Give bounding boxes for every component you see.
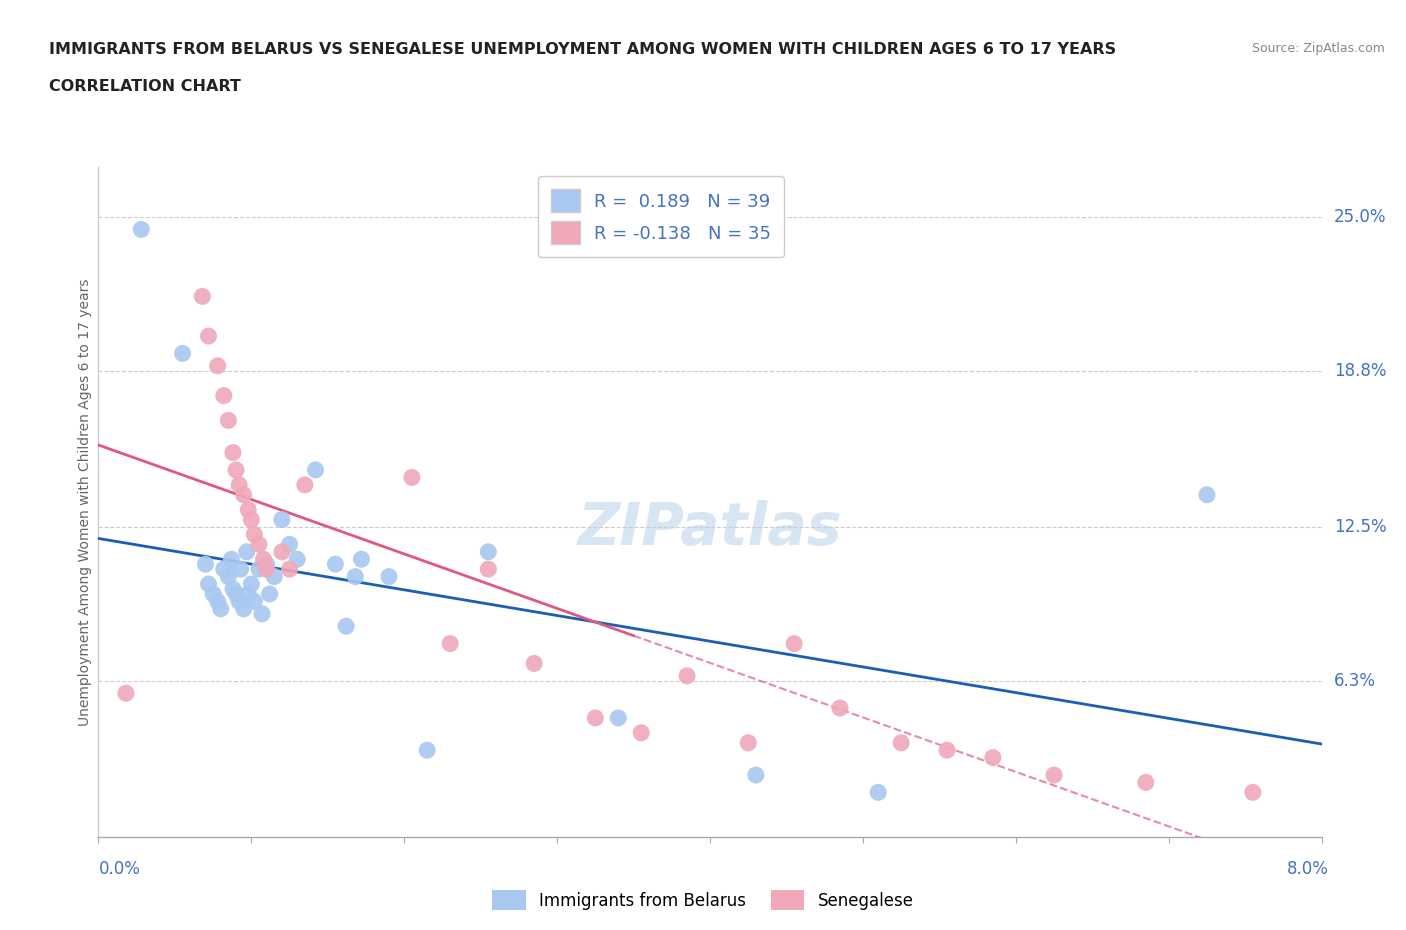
Text: 12.5%: 12.5% [1334,518,1386,536]
Text: ZIPatlas: ZIPatlas [578,500,842,557]
Text: Source: ZipAtlas.com: Source: ZipAtlas.com [1251,42,1385,55]
Point [477,562,499,577]
Point [477,544,499,559]
Point [263,569,285,584]
Point [212,562,235,577]
Point [209,602,232,617]
Point [256,562,278,577]
Legend: Immigrants from Belarus, Senegalese: Immigrants from Belarus, Senegalese [485,884,921,917]
Point [256,557,278,572]
Point [228,594,250,609]
Text: IMMIGRANTS FROM BELARUS VS SENEGALESE UNEMPLOYMENT AMONG WOMEN WITH CHILDREN AGE: IMMIGRANTS FROM BELARUS VS SENEGALESE UN… [49,42,1116,57]
Y-axis label: Unemployment Among Women with Children Ages 6 to 17 years: Unemployment Among Women with Children A… [79,278,93,726]
Point [115,685,138,700]
Text: 8.0%: 8.0% [1286,860,1329,878]
Point [294,477,316,492]
Point [229,562,252,577]
Point [278,537,301,551]
Point [240,512,263,527]
Point [197,328,219,343]
Point [270,512,294,527]
Text: 0.0%: 0.0% [98,860,141,878]
Point [228,477,250,492]
Point [936,743,959,758]
Point [221,551,243,566]
Point [250,606,273,621]
Point [222,445,245,460]
Text: 6.3%: 6.3% [1334,671,1376,690]
Point [304,462,326,477]
Point [217,413,239,428]
Point [252,551,274,566]
Point [197,577,219,591]
Point [745,767,768,782]
Point [247,537,270,551]
Point [238,587,260,602]
Point [278,562,301,577]
Point [737,736,759,751]
Point [202,587,225,602]
Point [191,289,214,304]
Point [344,569,367,584]
Point [238,502,260,517]
Point [1195,487,1218,502]
Point [207,358,229,373]
Point [583,711,606,725]
Point [217,569,239,584]
Point [225,587,247,602]
Point [212,388,235,403]
Point [240,577,263,591]
Point [172,346,194,361]
Point [378,569,401,584]
Point [350,551,373,566]
Point [232,487,254,502]
Point [1241,785,1264,800]
Point [676,669,699,684]
Point [259,587,281,602]
Text: 25.0%: 25.0% [1334,208,1386,226]
Point [285,551,308,566]
Point [981,751,1004,765]
Point [194,557,217,572]
Point [207,594,229,609]
Point [828,700,851,715]
Point [1135,775,1157,790]
Point [235,544,257,559]
Point [439,636,461,651]
Point [222,581,245,596]
Point [416,743,439,758]
Point [270,544,294,559]
Point [401,470,423,485]
Point [325,557,347,572]
Point [247,562,270,577]
Point [243,594,266,609]
Point [630,725,652,740]
Point [225,462,247,477]
Point [232,602,254,617]
Point [890,736,912,751]
Text: 18.8%: 18.8% [1334,362,1386,379]
Point [335,618,357,633]
Text: CORRELATION CHART: CORRELATION CHART [49,79,240,94]
Point [243,527,266,542]
Point [868,785,890,800]
Point [1043,767,1066,782]
Point [607,711,630,725]
Point [783,636,806,651]
Point [523,656,546,671]
Point [129,222,152,237]
Legend: R =  0.189   N = 39, R = -0.138   N = 35: R = 0.189 N = 39, R = -0.138 N = 35 [538,177,785,257]
